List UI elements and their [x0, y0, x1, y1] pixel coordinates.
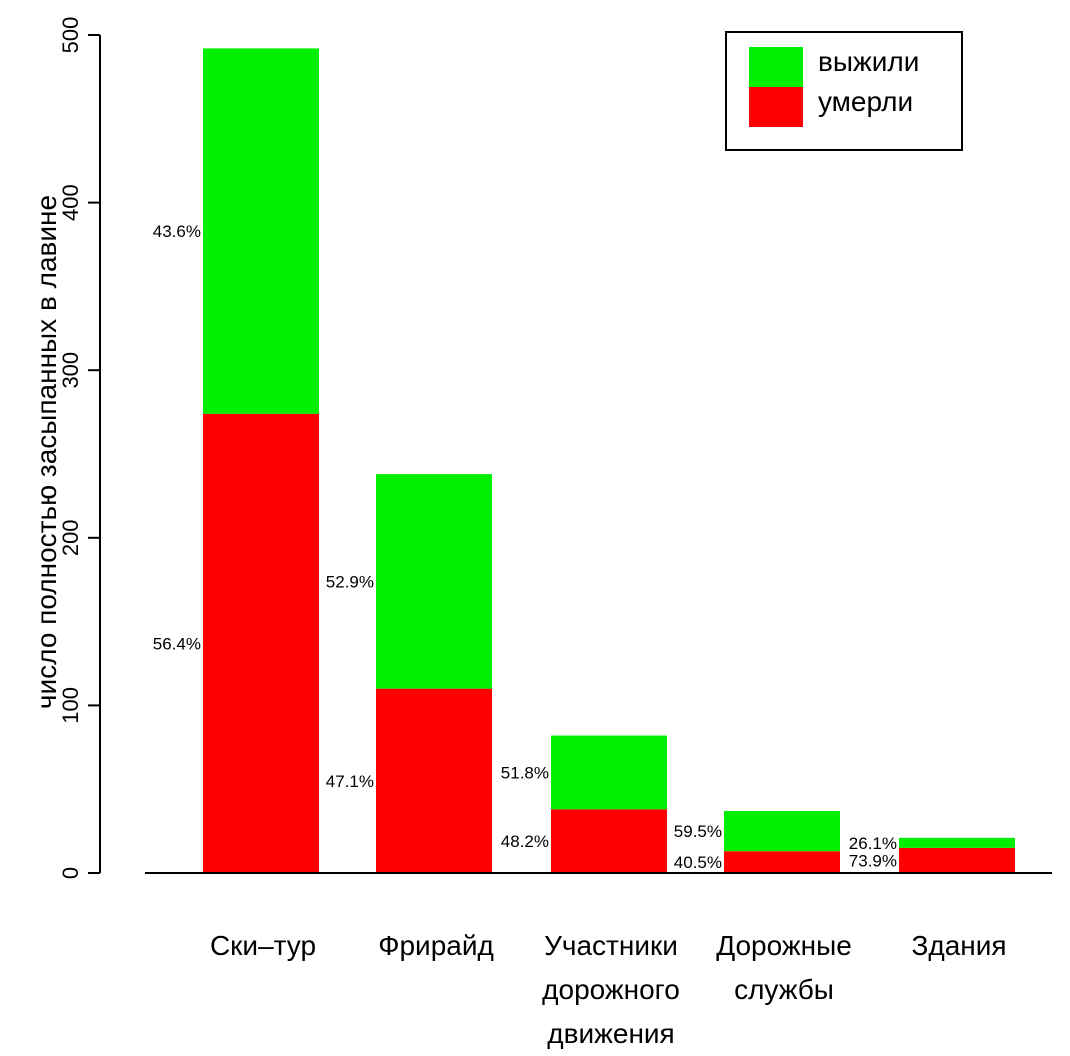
x-tick-label: дорожного: [542, 974, 680, 1005]
bars: [203, 48, 1015, 873]
legend-label: выжили: [818, 46, 919, 77]
bar-survived: [724, 810, 840, 852]
bar-died: [899, 847, 1015, 873]
x-tick-label: Дорожные: [716, 930, 852, 961]
percent-label: 52.9%: [326, 572, 374, 591]
x-tick-label: Здания: [911, 930, 1006, 961]
y-tick-label: 0: [58, 867, 83, 879]
bar-survived: [899, 837, 1015, 848]
percent-label: 51.8%: [501, 763, 549, 782]
y-tick-label: 400: [58, 184, 83, 221]
bar-died: [376, 688, 492, 873]
y-axis-title: число полностью засыпанных в лавине: [31, 195, 62, 709]
x-tick-label: Участники: [544, 930, 678, 961]
percent-label: 26.1%: [849, 834, 897, 853]
legend-label: умерли: [818, 86, 913, 117]
x-tick-label: Фрирайд: [378, 930, 494, 961]
percent-label: 43.6%: [153, 222, 201, 241]
bar-survived: [376, 474, 492, 689]
y-tick-label: 100: [58, 687, 83, 724]
x-tick-label: Ски–тур: [210, 930, 316, 961]
legend: выжили умерли: [725, 31, 963, 151]
y-tick-label: 200: [58, 519, 83, 556]
bar-died: [551, 809, 667, 873]
percent-label: 73.9%: [849, 851, 897, 870]
y-tick-label: 500: [58, 17, 83, 54]
bar-survived: [203, 48, 319, 414]
bar-died: [203, 413, 319, 873]
percent-label: 59.5%: [674, 822, 722, 841]
y-tick-label: 300: [58, 352, 83, 389]
percent-label: 40.5%: [674, 853, 722, 872]
x-tick-label: службы: [734, 974, 834, 1005]
percent-label: 56.4%: [153, 634, 201, 653]
bar-survived: [551, 735, 667, 810]
legend-swatch: [749, 87, 803, 127]
bar-died: [724, 851, 840, 873]
x-tick-label: движения: [547, 1018, 674, 1049]
percent-label: 47.1%: [326, 772, 374, 791]
x-axis: Ски–тур Фрирайд Участники дорожного движения…: [145, 872, 1052, 1049]
legend-swatch: [749, 47, 803, 87]
y-axis: 0 100 200 300 400 500: [58, 17, 101, 879]
percent-labels: 56.4% 43.6% 47.1% 52.9% 48.2% 51.8% 40.5% 59.5%…: [153, 222, 897, 872]
percent-label: 48.2%: [501, 832, 549, 851]
